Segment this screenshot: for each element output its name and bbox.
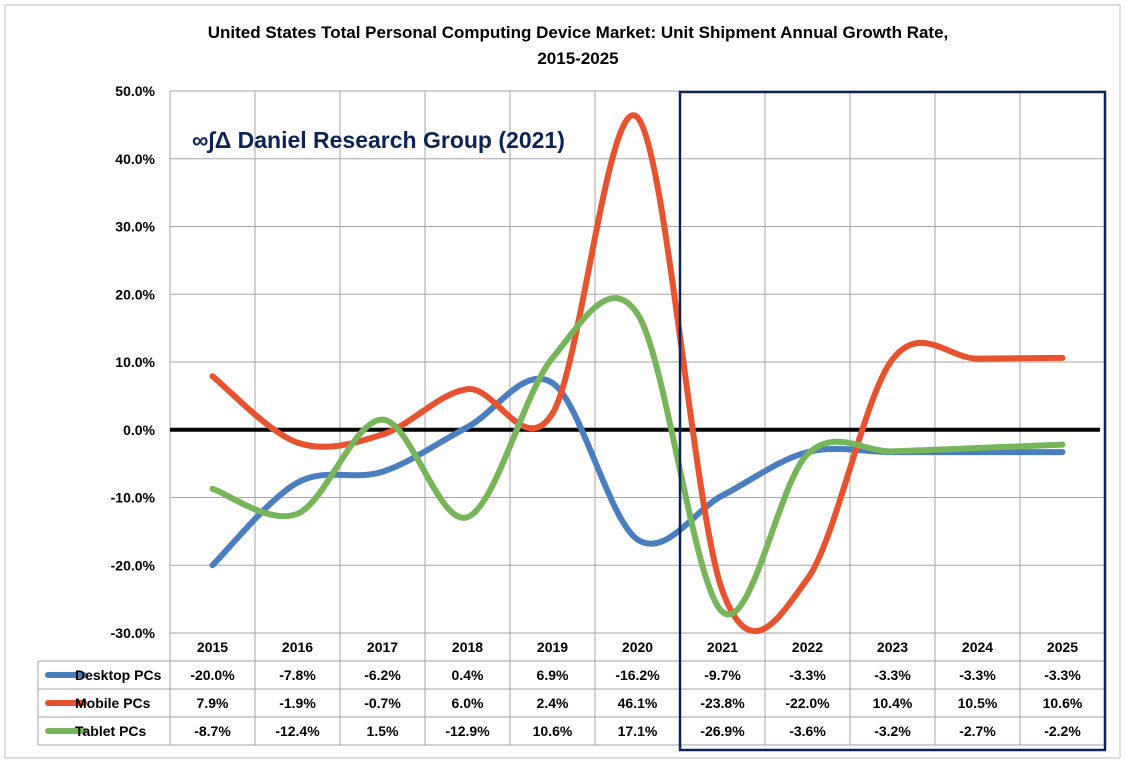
table-cell-value: -12.9% (445, 723, 490, 739)
x-tick-label: 2018 (452, 639, 483, 655)
table-cell-value: -26.9% (700, 723, 745, 739)
y-tick-label: -30.0% (111, 625, 156, 641)
table-cell-value: -6.2% (364, 667, 401, 683)
y-tick-label: 30.0% (115, 219, 155, 235)
x-tick-label: 2023 (877, 639, 908, 655)
table-cell-value: -16.2% (615, 667, 660, 683)
chart-title-line-1: United States Total Personal Computing D… (208, 23, 949, 42)
table-cell-value: -7.8% (279, 667, 316, 683)
table-cell-value: 6.9% (537, 667, 569, 683)
watermark-label: ∞∫Δ Daniel Research Group (2021) (192, 127, 565, 154)
table-cell-value: -3.6% (789, 723, 826, 739)
series-line-tablet-pcs (209, 295, 1066, 618)
table-cell-value: -0.7% (364, 695, 401, 711)
legend-label: Tablet PCs (75, 723, 147, 739)
y-tick-label: -20.0% (111, 557, 156, 573)
table-cell-value: -9.7% (704, 667, 741, 683)
y-tick-label: 40.0% (115, 151, 155, 167)
table-cell-value: 6.0% (452, 695, 484, 711)
forecast-box (678, 90, 1107, 752)
table-cell-value: 10.6% (533, 723, 573, 739)
table-cell-value: 0.4% (452, 667, 484, 683)
table-cell-value: 7.9% (197, 695, 229, 711)
y-tick-label: 20.0% (115, 286, 155, 302)
x-tick-label: 2016 (282, 639, 313, 655)
table-cell-value: -2.2% (1044, 723, 1081, 739)
legend-label: Mobile PCs (75, 695, 151, 711)
table-cell-value: 10.6% (1043, 695, 1083, 711)
y-tick-label: -10.0% (111, 490, 156, 506)
y-tick-label: 0.0% (123, 422, 155, 438)
x-tick-label: 2021 (707, 639, 738, 655)
table-cell-value: 10.4% (873, 695, 913, 711)
x-tick-label: 2015 (197, 639, 228, 655)
table-cell-value: 1.5% (367, 723, 399, 739)
series-line-mobile-pcs (209, 112, 1066, 634)
table-cell-value: -22.0% (785, 695, 830, 711)
table-cell-value: -3.3% (959, 667, 996, 683)
x-tick-label: 2017 (367, 639, 398, 655)
x-tick-label: 2020 (622, 639, 653, 655)
x-tick-label: 2019 (537, 639, 568, 655)
y-axis-ticks: 50.0% 40.0% 30.0% 20.0% 10.0% 0.0% -10.0% -20.0… (111, 83, 156, 641)
series-lines (209, 112, 1066, 634)
table-cell-value: 2.4% (537, 695, 569, 711)
table-cell-value: -3.3% (1044, 667, 1081, 683)
x-tick-label: 2024 (962, 639, 993, 655)
table-cell-value: -3.3% (874, 667, 911, 683)
table-cell-value: -1.9% (279, 695, 316, 711)
table-cell-value: -3.3% (789, 667, 826, 683)
table-cell-value: -12.4% (275, 723, 320, 739)
chart-title-line-2: 2015-2025 (537, 49, 618, 68)
forecast-period-box (678, 90, 1107, 752)
table-cell-value: -8.7% (194, 723, 231, 739)
y-tick-label: 50.0% (115, 83, 155, 99)
table-cell-value: 17.1% (618, 723, 658, 739)
table-cell-value: 46.1% (618, 695, 658, 711)
y-tick-label: 10.0% (115, 354, 155, 370)
data-table: 2015 2016 2017 2018 2019 2020 2021 2022 2023 2024… (37, 632, 1105, 746)
x-tick-label: 2025 (1047, 639, 1078, 655)
table-cell-value: -2.7% (959, 723, 996, 739)
table-cell-value: -3.2% (874, 723, 911, 739)
x-tick-label: 2022 (792, 639, 823, 655)
table-cell-value: -20.0% (190, 667, 235, 683)
table-cell-value: -23.8% (700, 695, 745, 711)
table-cell-value: 10.5% (958, 695, 998, 711)
legend-label: Desktop PCs (75, 667, 162, 683)
